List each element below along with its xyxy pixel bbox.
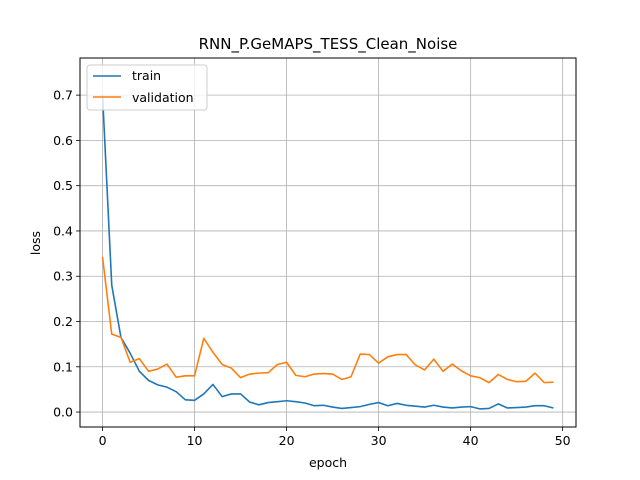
plot-frame xyxy=(79,57,577,428)
y-axis-label: loss xyxy=(28,231,43,255)
legend: train validation xyxy=(86,64,208,111)
x-tick-label: 40 xyxy=(463,433,479,448)
series-layer xyxy=(101,95,554,410)
x-tick-label: 30 xyxy=(371,433,387,448)
y-tick-label: 0.7 xyxy=(53,88,73,103)
legend-label-train: train xyxy=(132,68,161,83)
x-tick-label: 50 xyxy=(555,433,571,448)
y-tick-label: 0.2 xyxy=(53,314,73,329)
y-tick-label: 0.3 xyxy=(53,269,73,284)
series-line-validation xyxy=(101,257,554,384)
y-tick-label: 0.6 xyxy=(53,133,73,148)
legend-label-validation: validation xyxy=(132,90,194,105)
x-axis-ticks: 0 10 20 30 40 50 xyxy=(99,427,571,448)
chart-title: RNN_P.GeMAPS_TESS_Clean_Noise xyxy=(199,35,458,54)
y-tick-label: 0.0 xyxy=(53,405,73,420)
y-tick-label: 0.1 xyxy=(53,359,73,374)
x-tick-label: 0 xyxy=(99,433,107,448)
x-axis-label: epoch xyxy=(309,455,347,470)
y-axis-ticks: 0.0 0.1 0.2 0.3 0.4 0.5 0.6 0.7 xyxy=(53,88,80,420)
series-line-train xyxy=(101,95,554,410)
x-tick-label: 20 xyxy=(279,433,295,448)
y-tick-label: 0.5 xyxy=(53,178,73,193)
x-tick-label: 10 xyxy=(187,433,203,448)
y-tick-label: 0.4 xyxy=(53,223,73,238)
